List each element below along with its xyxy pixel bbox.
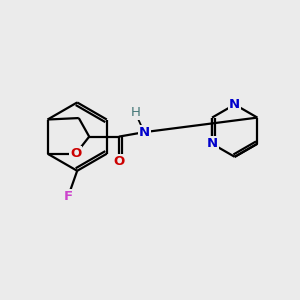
Text: F: F (64, 190, 73, 202)
Text: O: O (113, 155, 124, 168)
Text: N: N (229, 98, 240, 111)
Text: H: H (130, 106, 140, 119)
Text: N: N (139, 126, 150, 139)
Text: O: O (70, 147, 81, 160)
Text: N: N (206, 137, 218, 150)
